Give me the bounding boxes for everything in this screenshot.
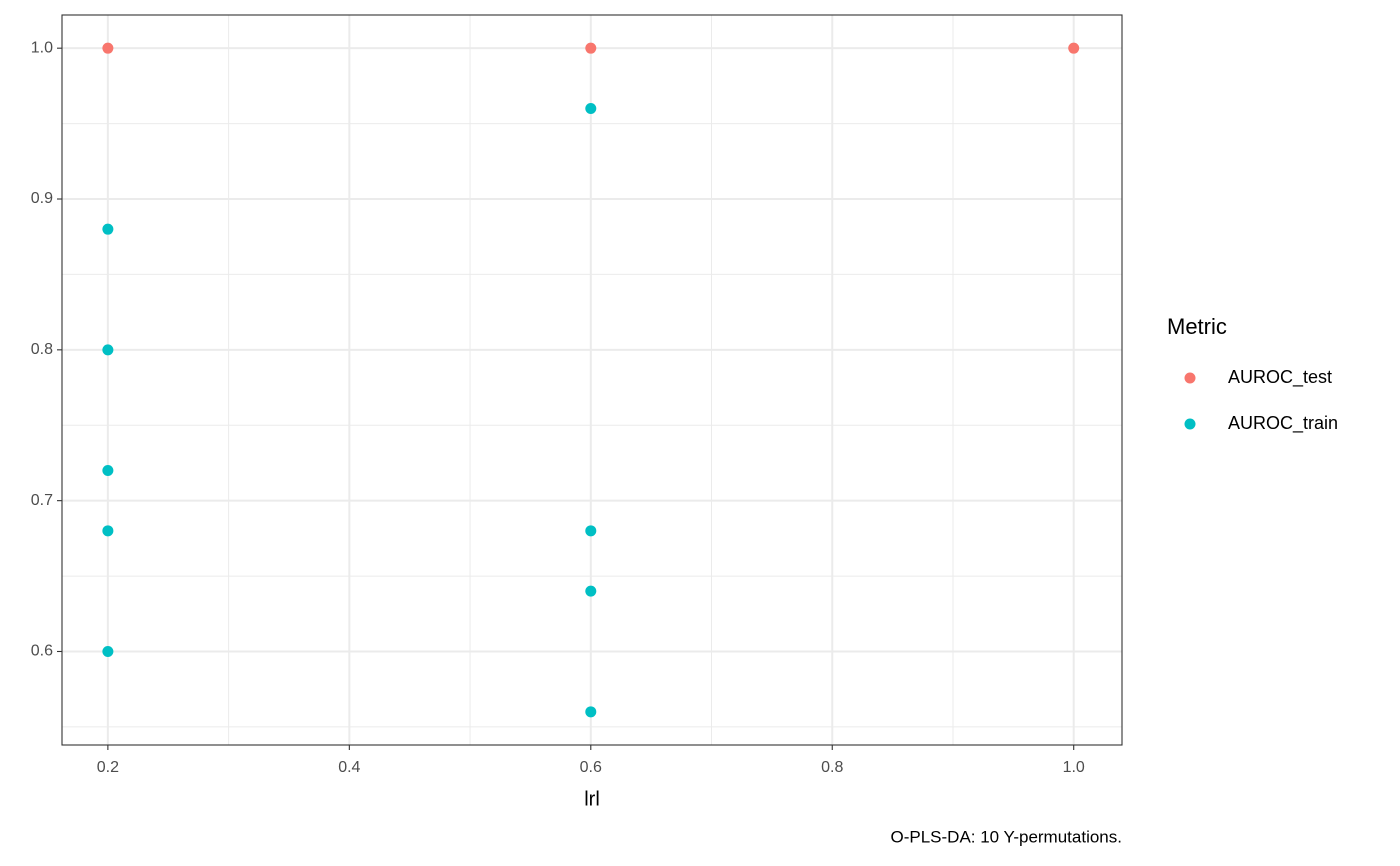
point: [1068, 42, 1080, 54]
point: [102, 464, 114, 476]
y-tick-label: 1.0: [31, 39, 53, 56]
point: [102, 223, 114, 235]
point: [102, 525, 114, 537]
point: [585, 42, 597, 54]
panel-border: [61, 14, 1123, 746]
x-tick-label: 1.0: [1063, 759, 1085, 776]
point: [585, 585, 597, 597]
legend-title: Metric: [1167, 314, 1227, 339]
legend-key: [1184, 372, 1196, 384]
legend-key: [1184, 418, 1196, 430]
marks: [102, 42, 1080, 718]
point: [102, 645, 114, 657]
grid: [62, 15, 1122, 745]
legend-label: AUROC_test: [1228, 367, 1332, 388]
x-tick-label: 0.6: [580, 759, 602, 776]
x-tick-label: 0.2: [97, 759, 119, 776]
x-tick-label: 0.4: [338, 759, 360, 776]
y-tick-label: 0.9: [31, 190, 53, 207]
caption: O-PLS-DA: 10 Y-permutations.: [890, 827, 1122, 846]
x-tick-label: 0.8: [821, 759, 843, 776]
point: [585, 103, 597, 115]
point: [102, 344, 114, 356]
point: [102, 42, 114, 54]
y-tick-label: 0.7: [31, 492, 53, 509]
legend-label: AUROC_train: [1228, 413, 1338, 434]
point: [585, 525, 597, 537]
x-axis-label: lrl: [584, 788, 600, 810]
y-tick-label: 0.6: [31, 643, 53, 660]
point: [585, 706, 597, 718]
y-tick-label: 0.8: [31, 341, 53, 358]
